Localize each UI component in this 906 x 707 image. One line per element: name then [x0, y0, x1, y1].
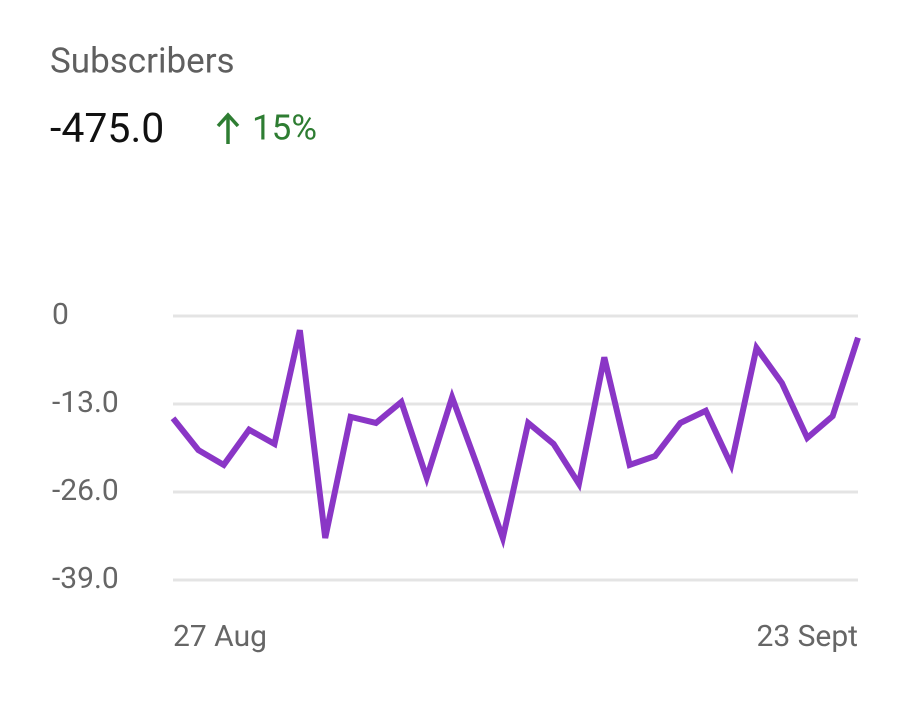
line-series	[170, 329, 861, 549]
x-tick-label: 23 Sept	[756, 619, 858, 654]
y-tick-label: -26.0	[52, 473, 119, 508]
title: Subscribers	[50, 40, 235, 81]
y-tick-label: -39.0	[52, 561, 119, 596]
x-tick-label: 27 Aug	[173, 619, 267, 654]
y-tick-label: -13.0	[52, 385, 119, 420]
change: 15%	[252, 107, 317, 148]
y-tick-label: 0	[52, 297, 69, 332]
up-arrow	[216, 112, 240, 144]
metric-value: -475.0	[50, 105, 164, 153]
